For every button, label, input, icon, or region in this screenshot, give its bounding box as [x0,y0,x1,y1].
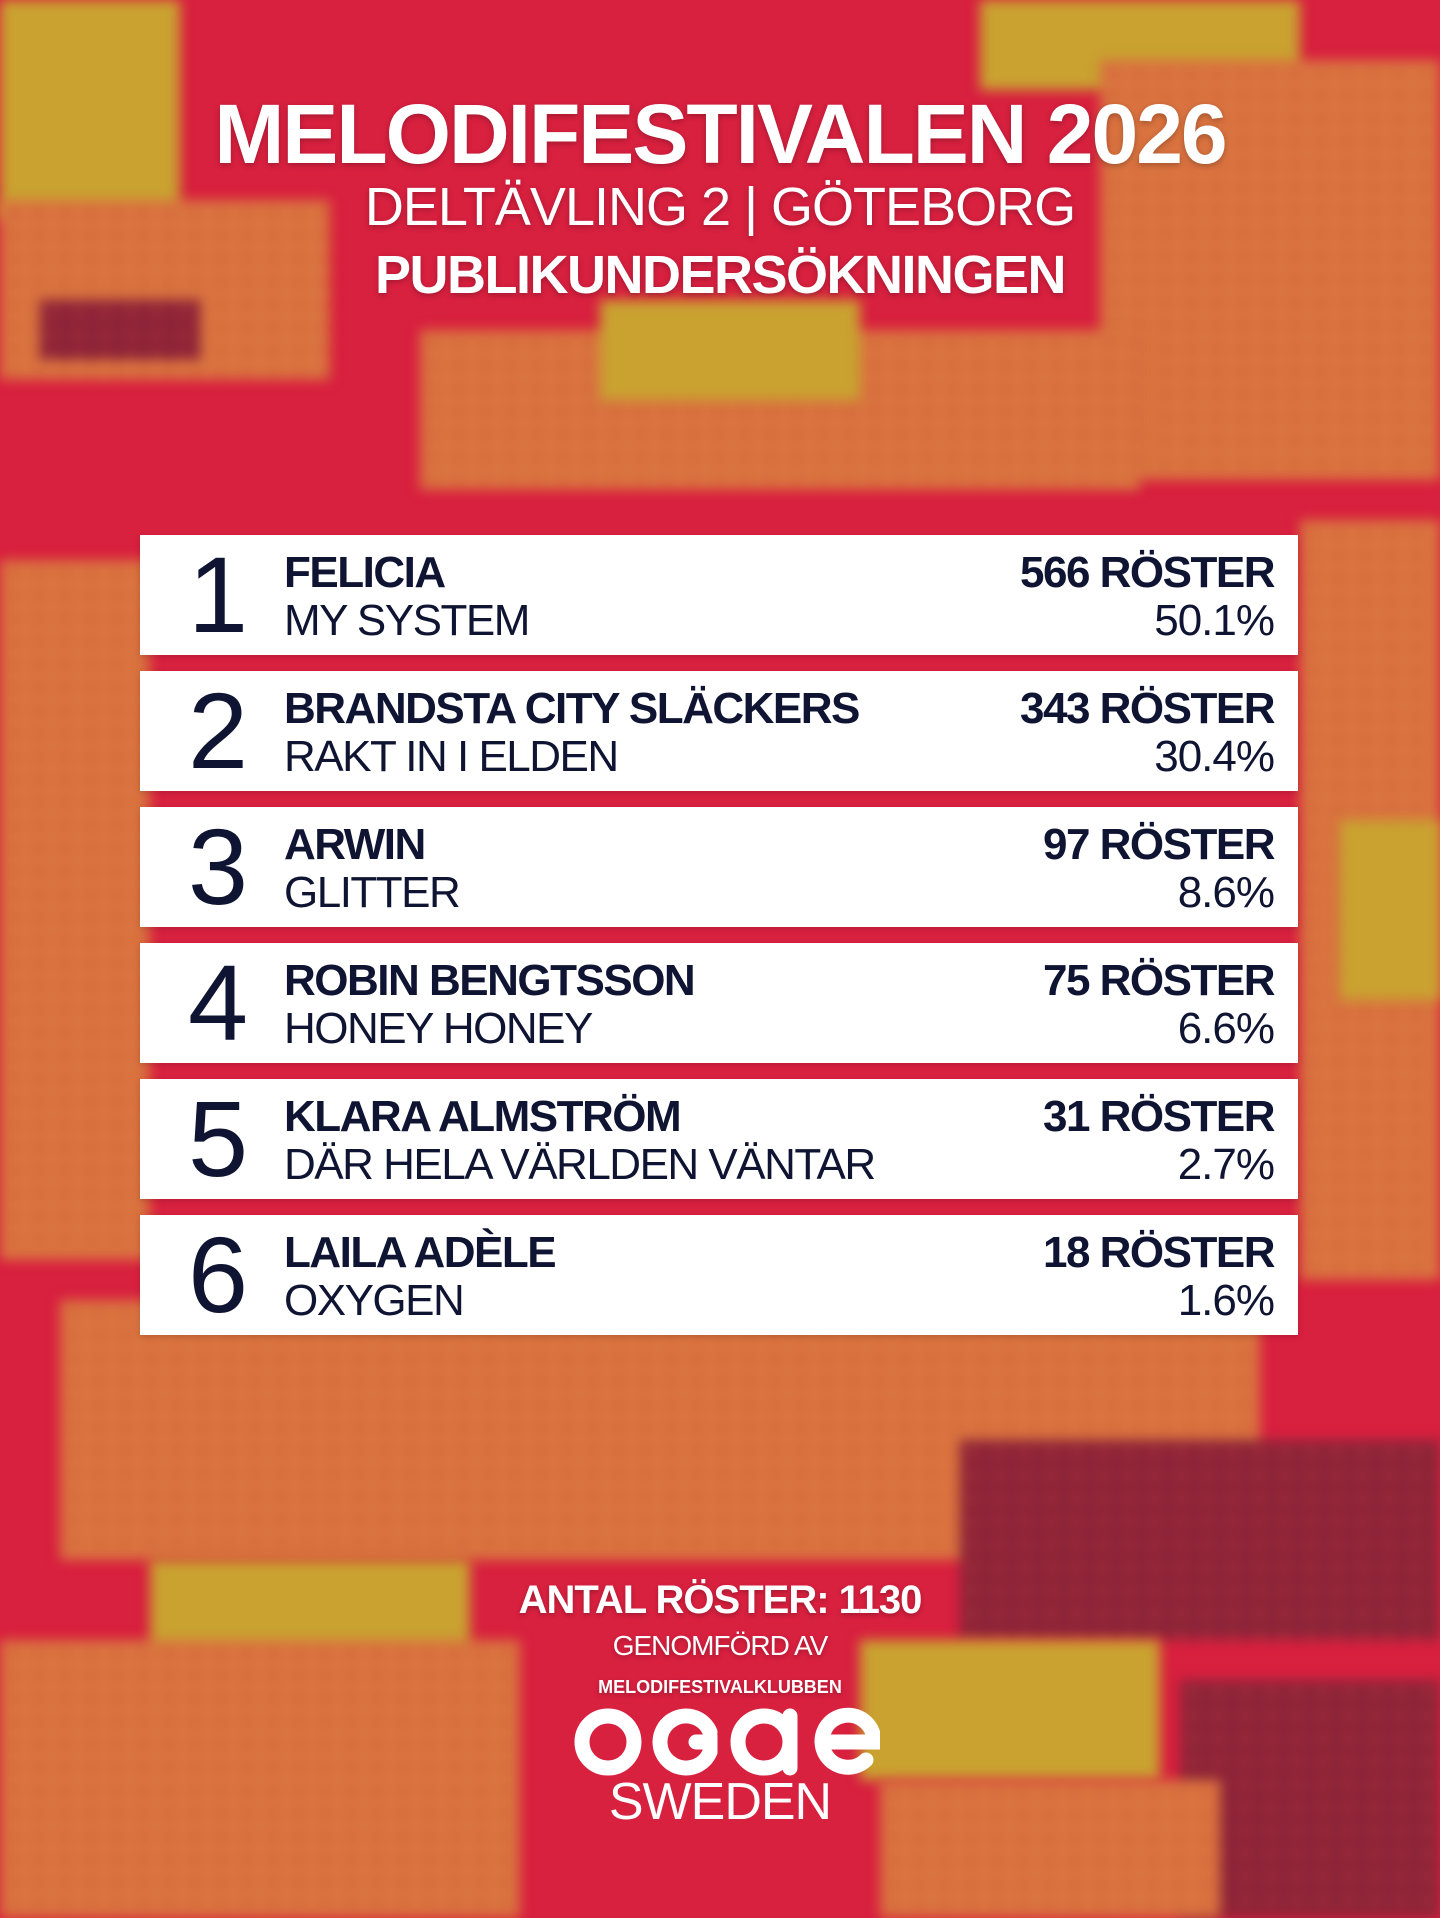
vote-count: 75 RÖSTER [1042,956,1276,1005]
song-title: MY SYSTEM [284,596,530,645]
vote-percent: 6.6% [1177,1004,1275,1053]
vote-percent: 8.6% [1177,868,1275,917]
result-row: 1 FELICIA MY SYSTEM 566 RÖSTER 50.1% [140,535,1298,655]
rank-number: 5 [187,1078,248,1199]
song-title: GLITTER [284,868,461,917]
vote-count: 343 RÖSTER [1020,684,1275,733]
result-row: 3 ARWIN GLITTER 97 RÖSTER 8.6% [140,807,1298,927]
song-title: RAKT IN I ELDEN [284,732,619,781]
survey-title: PUBLIKUNDERSÖKNINGEN [374,245,1067,305]
artist-name: BRANDSTA CITY SLÄCKERS [284,684,860,733]
rank-number: 1 [187,534,248,655]
vote-count: 31 RÖSTER [1042,1092,1276,1141]
song-title: DÄR HELA VÄRLDEN VÄNTAR [284,1140,876,1189]
ogae-logo-mark [574,1707,880,1776]
page-subtitle: DELTÄVLING 2 | GÖTEBORG [364,177,1076,237]
artist-name: KLARA ALMSTRÖM [284,1092,682,1141]
results-list: 1 FELICIA MY SYSTEM 566 RÖSTER 50.1% 2 B… [140,535,1298,1351]
song-title: HONEY HONEY [284,1004,593,1053]
vote-percent: 30.4% [1154,732,1275,781]
rank-number: 6 [187,1214,248,1335]
logo-word-sweden: SWEDEN [608,1773,832,1831]
vote-percent: 1.6% [1177,1276,1275,1325]
vote-percent: 2.7% [1177,1140,1275,1189]
result-row: 6 LAILA ADÈLE OXYGEN 18 RÖSTER 1.6% [140,1215,1298,1335]
result-row: 2 BRANDSTA CITY SLÄCKERS RAKT IN I ELDEN… [140,671,1298,791]
club-name: MELODIFESTIVALKLUBBEN [598,1677,842,1697]
vote-percent: 50.1% [1154,596,1275,645]
song-title: OXYGEN [284,1276,465,1325]
conducted-by-label: GENOMFÖRD AV [612,1630,829,1661]
artist-name: FELICIA [284,548,446,597]
rank-number: 3 [187,806,248,927]
page-title: MELODIFESTIVALEN 2026 [214,87,1227,181]
artist-name: ROBIN BENGTSSON [284,956,696,1005]
vote-count: 566 RÖSTER [1020,548,1275,597]
ogae-sweden-logo: SWEDEN [560,1700,880,1840]
rank-number: 2 [187,670,248,791]
vote-count: 97 RÖSTER [1042,820,1276,869]
result-row: 4 ROBIN BENGTSSON HONEY HONEY 75 RÖSTER … [140,943,1298,1063]
total-votes: ANTAL RÖSTER: 1130 [518,1578,923,1622]
artist-name: ARWIN [284,820,426,869]
result-row: 5 KLARA ALMSTRÖM DÄR HELA VÄRLDEN VÄNTAR… [140,1079,1298,1199]
artist-name: LAILA ADÈLE [284,1228,557,1277]
vote-count: 18 RÖSTER [1042,1228,1276,1277]
rank-number: 4 [187,942,248,1063]
